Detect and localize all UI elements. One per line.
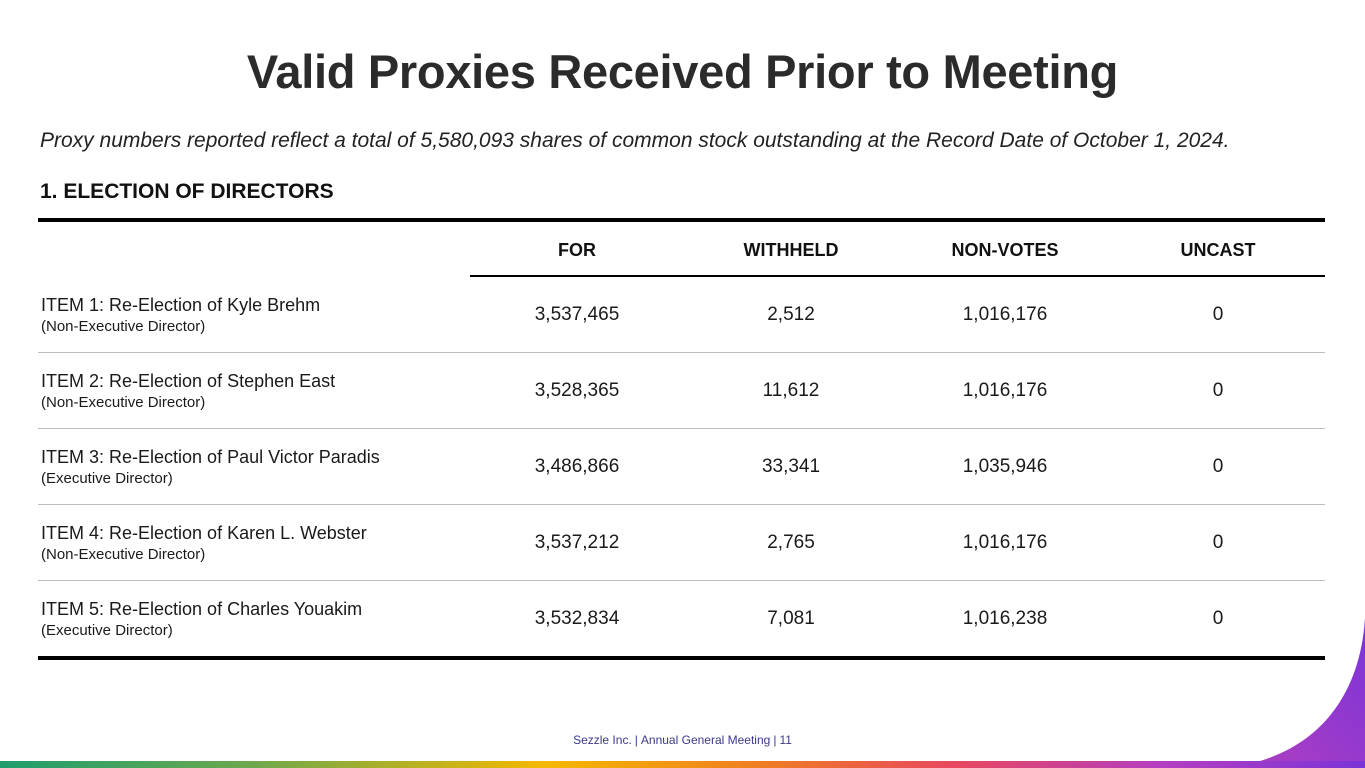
- item-role: (Executive Director): [41, 622, 173, 639]
- cell-withheld: 11,612: [762, 380, 820, 401]
- item-title: ITEM 5: Re-Election of Charles Youakim: [41, 599, 363, 619]
- table-row: ITEM 3: Re-Election of Paul Victor Parad…: [38, 429, 1325, 505]
- cell-non-votes: 1,016,176: [962, 532, 1048, 553]
- cell-for: 3,537,465: [534, 304, 620, 325]
- table-row: ITEM 5: Re-Election of Charles Youakim (…: [38, 581, 1325, 660]
- cell-for: 3,532,834: [534, 608, 620, 629]
- cell-non-votes: 1,016,176: [962, 304, 1048, 325]
- bottom-gradient-bar: [0, 761, 1365, 768]
- footer-event: Annual General Meeting: [640, 733, 771, 747]
- item-role: (Non-Executive Director): [41, 318, 206, 335]
- column-header-withheld: WITHHELD: [743, 240, 839, 260]
- cell-non-votes: 1,035,946: [962, 456, 1048, 477]
- footer-separator: |: [634, 733, 638, 747]
- item-title: ITEM 4: Re-Election of Karen L. Webster: [41, 523, 367, 543]
- cell-uncast: 0: [1212, 608, 1224, 629]
- table-row: ITEM 4: Re-Election of Karen L. Webster …: [38, 505, 1325, 581]
- item-role: (Non-Executive Director): [41, 546, 206, 563]
- slide-title: Valid Proxies Received Prior to Meeting: [246, 45, 1119, 98]
- cell-withheld: 2,512: [767, 304, 815, 325]
- cell-withheld: 2,765: [767, 532, 815, 553]
- cell-withheld: 33,341: [761, 456, 821, 477]
- item-title: ITEM 2: Re-Election of Stephen East: [41, 371, 336, 391]
- item-role: (Non-Executive Director): [41, 394, 206, 411]
- column-header-for: FOR: [558, 240, 596, 260]
- item-role: (Executive Director): [41, 470, 173, 487]
- slide-footer: Sezzle Inc. | Annual General Meeting | 11: [0, 733, 1365, 747]
- item-title: ITEM 1: Re-Election of Kyle Brehm: [41, 295, 321, 315]
- corner-swoosh-decoration: [1225, 618, 1365, 768]
- cell-uncast: 0: [1212, 304, 1224, 325]
- table-header: FOR WITHHELD NON-VOTES UNCAST: [38, 222, 1325, 277]
- cell-uncast: 0: [1212, 532, 1224, 553]
- cell-uncast: 0: [1212, 456, 1224, 477]
- table-row: ITEM 1: Re-Election of Kyle Brehm (Non-E…: [38, 277, 1325, 353]
- footer-page-number: 11: [779, 733, 792, 747]
- section-heading: 1. ELECTION OF DIRECTORS: [40, 180, 334, 203]
- footer-separator: |: [773, 733, 777, 747]
- slide-subtitle: Proxy numbers reported reflect a total o…: [40, 129, 1230, 152]
- cell-uncast: 0: [1212, 380, 1224, 401]
- cell-non-votes: 1,016,238: [962, 608, 1048, 629]
- column-header-uncast: UNCAST: [1180, 240, 1256, 260]
- column-header-non-votes: NON-VOTES: [951, 240, 1059, 260]
- votes-table: FOR WITHHELD NON-VOTES UNCAST ITEM 1: Re…: [38, 218, 1325, 660]
- footer-company: Sezzle Inc.: [573, 733, 632, 747]
- table-row: ITEM 2: Re-Election of Stephen East (Non…: [38, 353, 1325, 429]
- cell-withheld: 7,081: [767, 608, 815, 629]
- cell-for: 3,528,365: [534, 380, 620, 401]
- cell-non-votes: 1,016,176: [962, 380, 1048, 401]
- cell-for: 3,537,212: [534, 532, 620, 553]
- cell-for: 3,486,866: [534, 456, 620, 477]
- item-title: ITEM 3: Re-Election of Paul Victor Parad…: [41, 447, 380, 467]
